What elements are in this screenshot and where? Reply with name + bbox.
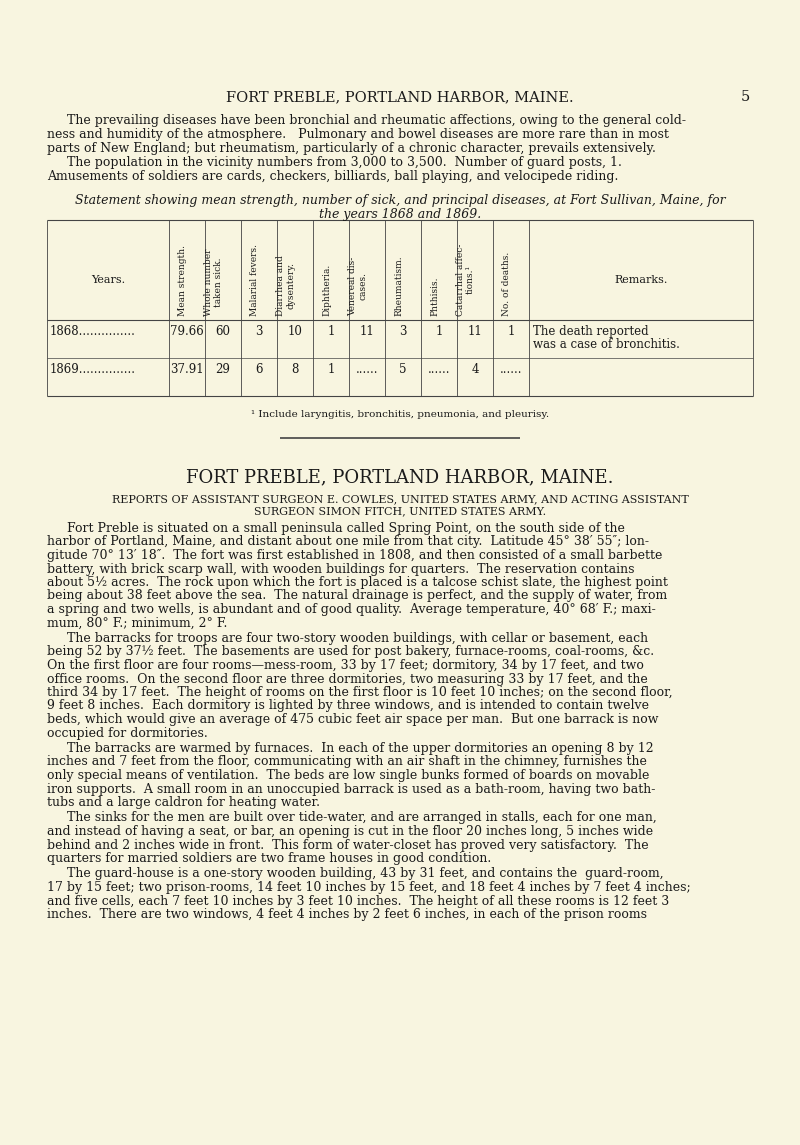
Text: being 52 by 37½ feet.  The basements are used for post bakery, furnace-rooms, co: being 52 by 37½ feet. The basements are …: [47, 646, 654, 658]
Text: Venereal dis-
cases.: Venereal dis- cases.: [348, 256, 367, 316]
Text: ......: ......: [356, 363, 378, 376]
Text: The sinks for the men are built over tide-water, and are arranged in stalls, eac: The sinks for the men are built over tid…: [47, 812, 657, 824]
Text: ¹ Include laryngitis, bronchitis, pneumonia, and pleurisy.: ¹ Include laryngitis, bronchitis, pneumo…: [251, 410, 549, 419]
Text: 9 feet 8 inches.  Each dormitory is lighted by three windows, and is intended to: 9 feet 8 inches. Each dormitory is light…: [47, 700, 649, 712]
Text: Diphtheria.: Diphtheria.: [322, 263, 331, 316]
Text: beds, which would give an average of 475 cubic feet air space per man.  But one : beds, which would give an average of 475…: [47, 713, 658, 726]
Text: Statement showing mean strength, number of sick, and principal diseases, at Fort: Statement showing mean strength, number …: [74, 194, 726, 207]
Text: and instead of having a seat, or bar, an opening is cut in the floor 20 inches l: and instead of having a seat, or bar, an…: [47, 826, 653, 838]
Text: iron supports.  A small room in an unoccupied barrack is used as a bath-room, ha: iron supports. A small room in an unoccu…: [47, 782, 655, 796]
Text: 10: 10: [287, 325, 302, 338]
Text: The population in the vicinity numbers from 3,000 to 3,500.  Number of guard pos: The population in the vicinity numbers f…: [47, 157, 622, 169]
Text: Mean strength.: Mean strength.: [178, 245, 187, 316]
Text: The prevailing diseases have been bronchial and rheumatic affections, owing to t: The prevailing diseases have been bronch…: [47, 114, 686, 127]
Text: ness and humidity of the atmosphere.   Pulmonary and bowel diseases are more rar: ness and humidity of the atmosphere. Pul…: [47, 128, 669, 141]
Text: behind and 2 inches wide in front.  This form of water-closet has proved very sa: behind and 2 inches wide in front. This …: [47, 838, 649, 852]
Text: 11: 11: [360, 325, 374, 338]
Text: Catarrhal affec-
tions.¹: Catarrhal affec- tions.¹: [456, 244, 475, 316]
Text: office rooms.  On the second floor are three dormitories, two measuring 33 by 17: office rooms. On the second floor are th…: [47, 672, 648, 686]
Text: mum, 80° F.; minimum, 2° F.: mum, 80° F.; minimum, 2° F.: [47, 616, 227, 630]
Text: parts of New England; but rheumatism, particularly of a chronic character, preva: parts of New England; but rheumatism, pa…: [47, 142, 656, 155]
Text: battery, with brick scarp wall, with wooden buildings for quarters.  The reserva: battery, with brick scarp wall, with woo…: [47, 562, 634, 576]
Text: On the first floor are four rooms—mess-room, 33 by 17 feet; dormitory, 34 by 17 : On the first floor are four rooms—mess-r…: [47, 660, 644, 672]
Text: 29: 29: [215, 363, 230, 376]
Text: only special means of ventilation.  The beds are low single bunks formed of boar: only special means of ventilation. The b…: [47, 769, 650, 782]
Text: Years.: Years.: [91, 275, 125, 285]
Text: 6: 6: [255, 363, 262, 376]
Text: FORT PREBLE, PORTLAND HARBOR, MAINE.: FORT PREBLE, PORTLAND HARBOR, MAINE.: [226, 90, 574, 104]
Text: Diarrhea and
dysentery.: Diarrhea and dysentery.: [275, 255, 295, 316]
Text: 1868...............: 1868...............: [50, 325, 136, 338]
Text: Phthisis.: Phthisis.: [430, 276, 439, 316]
Text: ......: ......: [500, 363, 522, 376]
Text: inches and 7 feet from the floor, communicating with an air shaft in the chimney: inches and 7 feet from the floor, commun…: [47, 756, 647, 768]
Text: Whole number
taken sick.: Whole number taken sick.: [203, 248, 223, 316]
Text: 3: 3: [399, 325, 406, 338]
Text: occupied for dormitories.: occupied for dormitories.: [47, 726, 208, 740]
Text: Malarial fevers.: Malarial fevers.: [250, 244, 259, 316]
Text: REPORTS OF ASSISTANT SURGEON E. COWLES, UNITED STATES ARMY, AND ACTING ASSISTANT: REPORTS OF ASSISTANT SURGEON E. COWLES, …: [112, 493, 688, 504]
Text: 1: 1: [327, 325, 334, 338]
Text: being about 38 feet above the sea.  The natural drainage is perfect, and the sup: being about 38 feet above the sea. The n…: [47, 590, 667, 602]
Text: gitude 70° 13′ 18″.  The fort was first established in 1808, and then consisted : gitude 70° 13′ 18″. The fort was first e…: [47, 548, 662, 562]
Text: 1: 1: [507, 325, 514, 338]
Text: 37.91: 37.91: [170, 363, 204, 376]
Text: 17 by 15 feet; two prison-rooms, 14 feet 10 inches by 15 feet, and 18 feet 4 inc: 17 by 15 feet; two prison-rooms, 14 feet…: [47, 881, 690, 894]
Text: The guard-house is a one-story wooden building, 43 by 31 feet, and contains the : The guard-house is a one-story wooden bu…: [47, 868, 664, 881]
Text: about 5½ acres.  The rock upon which the fort is placed is a talcose schist slat: about 5½ acres. The rock upon which the …: [47, 576, 668, 589]
Text: 60: 60: [215, 325, 230, 338]
Text: Fort Preble is situated on a small peninsula called Spring Point, on the south s: Fort Preble is situated on a small penin…: [47, 522, 625, 535]
Text: 5: 5: [399, 363, 406, 376]
Text: 1869...............: 1869...............: [50, 363, 136, 376]
Text: was a case of bronchitis.: was a case of bronchitis.: [533, 338, 680, 352]
Text: a spring and two wells, is abundant and of good quality.  Average temperature, 4: a spring and two wells, is abundant and …: [47, 603, 656, 616]
Text: Amusements of soldiers are cards, checkers, billiards, ball playing, and velocip: Amusements of soldiers are cards, checke…: [47, 171, 618, 183]
Text: ......: ......: [428, 363, 450, 376]
Text: quarters for married soldiers are two frame houses in good condition.: quarters for married soldiers are two fr…: [47, 852, 491, 864]
Text: 5: 5: [741, 90, 750, 104]
Text: The barracks for troops are four two-story wooden buildings, with cellar or base: The barracks for troops are four two-sto…: [47, 632, 648, 645]
Text: No. of deaths.: No. of deaths.: [502, 252, 511, 316]
Text: The death reported: The death reported: [533, 325, 649, 338]
Text: 8: 8: [291, 363, 298, 376]
Text: FORT PREBLE, PORTLAND HARBOR, MAINE.: FORT PREBLE, PORTLAND HARBOR, MAINE.: [186, 468, 614, 485]
Text: tubs and a large caldron for heating water.: tubs and a large caldron for heating wat…: [47, 796, 320, 810]
Text: 79.66: 79.66: [170, 325, 204, 338]
Text: 3: 3: [255, 325, 262, 338]
Text: The barracks are warmed by furnaces.  In each of the upper dormitories an openin: The barracks are warmed by furnaces. In …: [47, 742, 654, 755]
Text: Remarks.: Remarks.: [614, 275, 668, 285]
Text: 1: 1: [327, 363, 334, 376]
Text: 4: 4: [471, 363, 478, 376]
Text: Rheumatism.: Rheumatism.: [394, 255, 403, 316]
Text: harbor of Portland, Maine, and distant about one mile from that city.  Latitude : harbor of Portland, Maine, and distant a…: [47, 536, 649, 548]
Text: the years 1868 and 1869.: the years 1868 and 1869.: [319, 208, 481, 221]
Text: 1: 1: [435, 325, 442, 338]
Text: SURGEON SIMON FITCH, UNITED STATES ARMY.: SURGEON SIMON FITCH, UNITED STATES ARMY.: [254, 506, 546, 516]
Text: and five cells, each 7 feet 10 inches by 3 feet 10 inches.  The height of all th: and five cells, each 7 feet 10 inches by…: [47, 894, 670, 908]
Text: inches.  There are two windows, 4 feet 4 inches by 2 feet 6 inches, in each of t: inches. There are two windows, 4 feet 4 …: [47, 908, 647, 921]
Text: 11: 11: [468, 325, 482, 338]
Text: third 34 by 17 feet.  The height of rooms on the first floor is 10 feet 10 inche: third 34 by 17 feet. The height of rooms…: [47, 686, 673, 698]
